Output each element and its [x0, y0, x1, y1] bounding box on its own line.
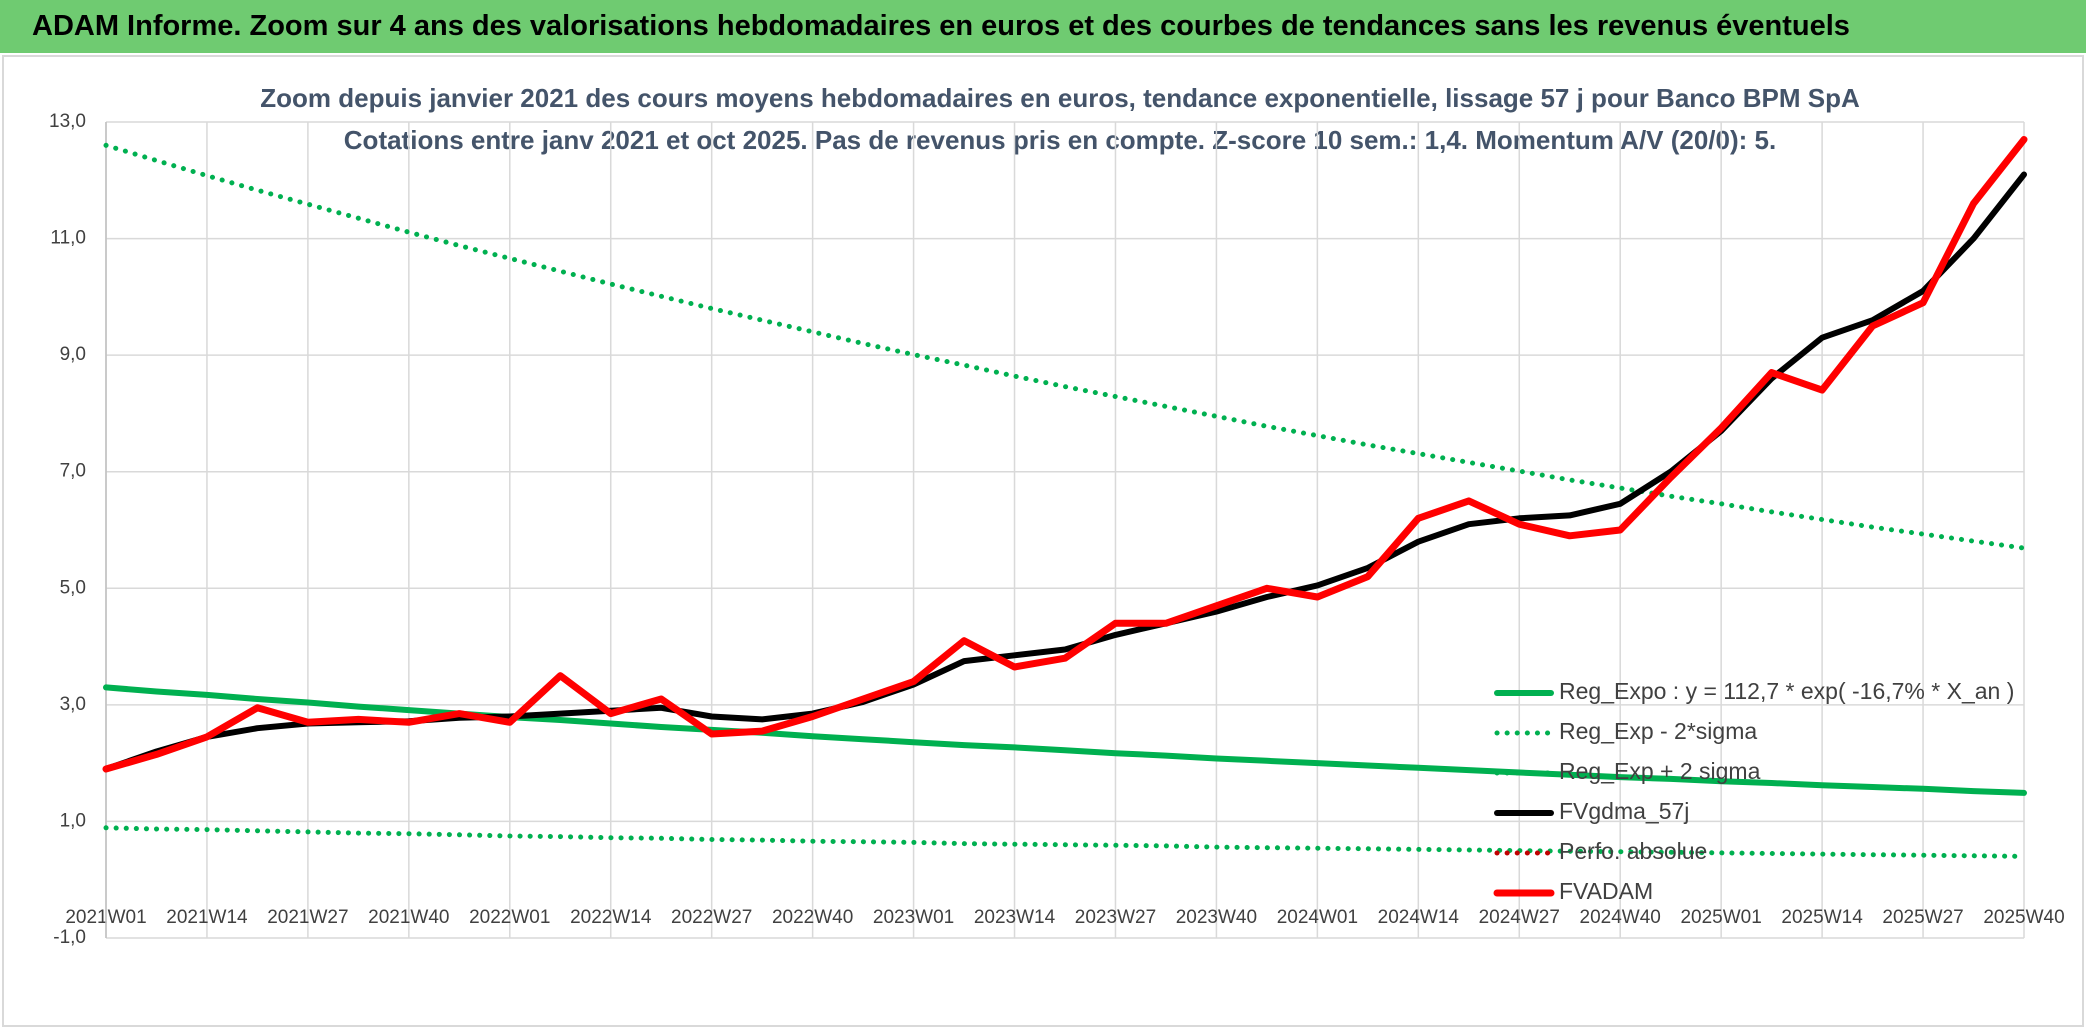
chart-border — [2, 55, 2084, 1027]
x-tick-label: 2022W14 — [570, 907, 652, 928]
x-tick-label: 2025W01 — [1680, 907, 1761, 928]
x-tick-label: 2023W01 — [873, 907, 954, 928]
x-tick-label: 2025W14 — [1781, 907, 1863, 928]
x-tick-label: 2023W40 — [1176, 907, 1257, 928]
x-tick-label: 2021W14 — [166, 907, 248, 928]
x-tick-label: 2023W14 — [974, 907, 1056, 928]
y-tick-label: 11,0 — [50, 228, 86, 249]
legend-label: Reg_Exp + 2 sigma — [1559, 758, 1761, 784]
x-tick-label: 2021W40 — [368, 907, 449, 928]
x-tick-label: 2024W27 — [1479, 907, 1560, 928]
x-tick-label: 2024W40 — [1580, 907, 1661, 928]
legend-label: Reg_Expo : y = 112,7 * exp( -16,7% * X_a… — [1559, 678, 2014, 704]
series-line — [102, 136, 2028, 773]
banner-title: ADAM Informe. Zoom sur 4 ans des valoris… — [0, 0, 2086, 53]
series-line — [103, 825, 2027, 859]
series-line — [103, 137, 2027, 772]
x-tick-label: 2022W27 — [671, 907, 752, 928]
y-tick-label: 9,0 — [60, 344, 86, 365]
legend-label: FVgdma_57j — [1559, 798, 1689, 824]
legend-label: FVADAM — [1559, 878, 1653, 904]
x-tick-label: 2021W27 — [267, 907, 348, 928]
x-tick-label: 2024W01 — [1277, 907, 1358, 928]
y-tick-label: 1,0 — [60, 810, 86, 831]
x-tick-label: 2024W14 — [1378, 907, 1460, 928]
chart-subtitle: Cotations entre janv 2021 et oct 2025. P… — [344, 125, 1776, 155]
y-tick-label: 13,0 — [49, 111, 86, 132]
legend-label: Perfo. absolue — [1559, 838, 1707, 864]
series-line — [103, 684, 2027, 796]
x-tick-label: 2022W01 — [469, 907, 550, 928]
y-tick-label: 5,0 — [60, 577, 86, 598]
x-tick-label: 2025W40 — [1983, 907, 2064, 928]
y-tick-label: 3,0 — [60, 694, 86, 715]
y-tick-label: 7,0 — [60, 461, 86, 482]
legend-label: Reg_Exp - 2*sigma — [1559, 718, 1757, 744]
x-tick-label: 2025W27 — [1882, 907, 1963, 928]
y-tick-label: -1,0 — [53, 927, 86, 948]
chart-title: Zoom depuis janvier 2021 des cours moyen… — [260, 83, 1860, 113]
x-tick-label: 2023W27 — [1075, 907, 1156, 928]
series-line — [103, 142, 2027, 551]
x-tick-label: 2022W40 — [772, 907, 853, 928]
